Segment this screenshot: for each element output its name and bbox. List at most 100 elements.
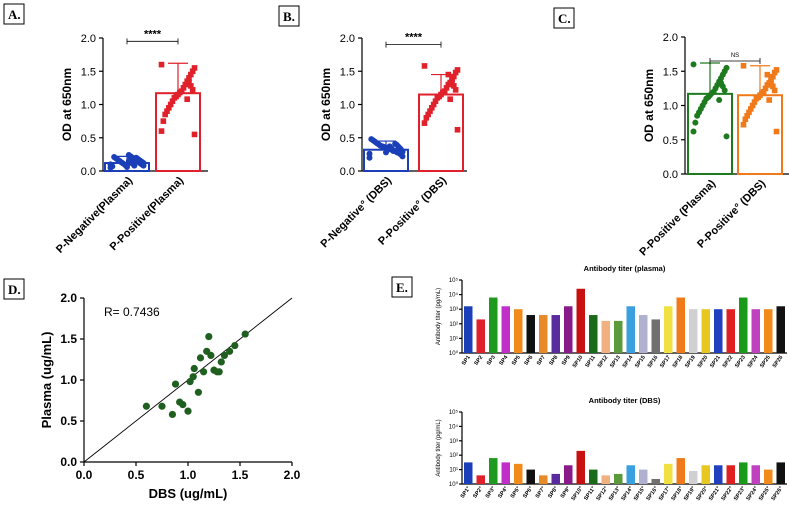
y-tick-label: 1.0 bbox=[60, 373, 77, 387]
category-label: SP14° bbox=[620, 486, 634, 502]
data-point bbox=[200, 368, 208, 376]
x-tick-label: 2.0 bbox=[284, 468, 301, 482]
category-label: SP6 bbox=[524, 355, 535, 367]
data-point bbox=[191, 65, 198, 71]
data-point bbox=[434, 95, 441, 101]
category-label: SP4 bbox=[499, 354, 510, 367]
data-point bbox=[766, 97, 772, 103]
data-point bbox=[764, 71, 771, 78]
bar-sp13 bbox=[614, 473, 623, 484]
data-point bbox=[746, 109, 752, 116]
category-label: SP1 bbox=[461, 355, 472, 367]
category-label: SP8° bbox=[547, 486, 559, 500]
data-point bbox=[445, 71, 452, 78]
data-point bbox=[171, 95, 178, 101]
data-point bbox=[188, 71, 194, 78]
bar-sp1 bbox=[464, 462, 473, 484]
y-tick-label: 0.5 bbox=[81, 133, 96, 145]
category-label: SP7° bbox=[535, 486, 547, 500]
bar-sp26 bbox=[776, 306, 785, 353]
bar-sp24 bbox=[751, 309, 760, 353]
category-label: SP23 bbox=[734, 355, 747, 369]
y-tick-label: 1.5 bbox=[340, 66, 355, 78]
data-point bbox=[158, 128, 165, 134]
data-point bbox=[443, 85, 450, 91]
bar-sp24 bbox=[751, 465, 760, 484]
category-label: SP23° bbox=[733, 486, 747, 502]
bar-sp15 bbox=[639, 469, 648, 484]
category-label: SP26 bbox=[772, 355, 785, 369]
data-point bbox=[142, 402, 150, 410]
category-label: SP18 bbox=[672, 355, 685, 369]
data-point bbox=[189, 373, 197, 381]
y-tick-label: 10⁰ bbox=[449, 481, 459, 488]
data-point bbox=[454, 126, 461, 133]
significance-label: NS bbox=[731, 53, 739, 59]
data-point bbox=[164, 108, 170, 114]
category-label: SP3° bbox=[485, 486, 497, 500]
bar-sp25 bbox=[764, 469, 773, 484]
bar-sp19 bbox=[689, 471, 698, 484]
y-tick-label: 10⁰ bbox=[449, 350, 459, 357]
category-label: SP25 bbox=[759, 355, 772, 369]
category-label: SP25° bbox=[758, 486, 772, 502]
data-point bbox=[169, 98, 176, 104]
bar-sp2 bbox=[476, 475, 485, 484]
bar-sp5 bbox=[514, 309, 523, 353]
bar-sp3 bbox=[489, 458, 498, 484]
y-tick-label: 1.0 bbox=[663, 101, 678, 113]
y-tick-label: 0.5 bbox=[340, 133, 355, 145]
category-label: SP11 bbox=[584, 355, 596, 369]
data-point bbox=[182, 81, 189, 88]
category-label: SP9 bbox=[561, 355, 572, 367]
category-label: SP21° bbox=[708, 486, 722, 502]
category-label: SP2 bbox=[474, 355, 485, 367]
data-point bbox=[160, 118, 167, 124]
bar-sp14 bbox=[626, 306, 635, 353]
category-label: SP7 bbox=[536, 355, 547, 367]
chart-d-correlation: 0.0 0.5 1.0 1.5 2.0 0.0 0.5 1.0 1.5 2.0 DBS (ug/mL… bbox=[39, 291, 301, 501]
y-axis-title: OD at 650nm bbox=[60, 68, 74, 141]
data-point bbox=[184, 407, 192, 415]
category-label: SP20° bbox=[695, 486, 709, 502]
category-label: SP16° bbox=[645, 486, 659, 502]
data-point bbox=[742, 116, 749, 122]
bar-sp14 bbox=[626, 465, 635, 484]
bar-sp1 bbox=[464, 306, 473, 353]
bar-sp15 bbox=[639, 315, 648, 353]
y-tick-label: 10² bbox=[449, 453, 458, 459]
category-label: SP10 bbox=[572, 355, 585, 369]
category-label: SP13 bbox=[609, 355, 622, 369]
y-tick-label: 10¹ bbox=[449, 468, 458, 474]
data-point bbox=[226, 347, 234, 355]
bar-sp12 bbox=[601, 320, 610, 353]
bar-sp13 bbox=[614, 320, 623, 353]
data-point bbox=[207, 351, 215, 359]
bar-2 bbox=[418, 93, 464, 172]
bar-sp6 bbox=[526, 315, 535, 353]
category-label: SP3 bbox=[486, 355, 497, 367]
data-point bbox=[191, 131, 198, 138]
category-label: SP17 bbox=[659, 355, 672, 369]
svg-text:B.: B. bbox=[283, 9, 295, 24]
data-point bbox=[429, 105, 435, 111]
data-point bbox=[171, 380, 180, 388]
y-tick-label: 2.0 bbox=[60, 291, 77, 305]
y-tick-label: 0.0 bbox=[81, 166, 96, 178]
data-point bbox=[445, 81, 452, 88]
bar-sp7 bbox=[539, 315, 548, 353]
panel-label-e: E. bbox=[391, 276, 413, 298]
category-label: SP20 bbox=[697, 355, 710, 369]
data-point bbox=[383, 149, 389, 156]
bar-2 bbox=[737, 94, 783, 175]
data-point bbox=[194, 388, 202, 396]
bar-sp8 bbox=[551, 315, 560, 353]
bar-sp19 bbox=[689, 309, 698, 353]
significance-label: **** bbox=[144, 28, 162, 40]
category-label: SP22° bbox=[720, 486, 734, 502]
data-point bbox=[723, 133, 730, 140]
bar-sp9 bbox=[564, 306, 573, 353]
chart-title: Antibody titer (plasma) bbox=[584, 264, 666, 273]
data-point bbox=[162, 111, 168, 118]
